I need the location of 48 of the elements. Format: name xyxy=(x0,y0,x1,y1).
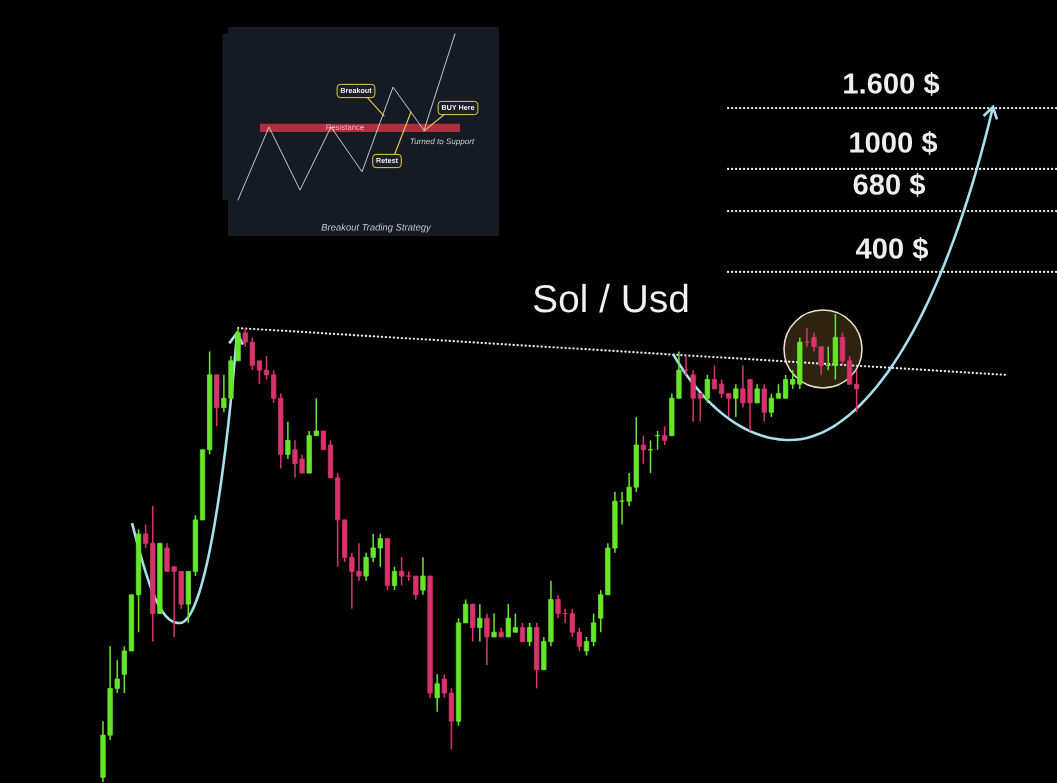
candlestick xyxy=(711,364,718,390)
candlestick xyxy=(505,603,511,638)
candlestick xyxy=(854,369,860,414)
text: 1.600 $ xyxy=(844,71,940,96)
candlestick xyxy=(590,612,597,648)
candlestick xyxy=(512,612,519,634)
candlestick xyxy=(640,434,646,465)
chart-title: Sol / Usd xyxy=(533,283,688,313)
candlestick xyxy=(121,645,127,694)
candlestick xyxy=(420,556,426,596)
candlestick xyxy=(726,392,732,418)
candlestick xyxy=(768,392,774,418)
annotation: Turned to Support xyxy=(410,138,475,146)
candlestick xyxy=(662,425,668,446)
candlestick xyxy=(846,355,853,385)
candlestick xyxy=(704,374,710,404)
candlestick xyxy=(399,556,405,587)
candlestick xyxy=(526,622,533,648)
candlestick xyxy=(491,612,497,638)
candlestick xyxy=(569,608,575,638)
candlestick xyxy=(434,673,440,713)
candlestick xyxy=(583,636,590,657)
candlestick xyxy=(555,594,561,619)
candlestick xyxy=(782,374,789,400)
candlestick xyxy=(519,622,526,643)
text: 680 $ xyxy=(853,172,926,197)
candlestick xyxy=(839,331,846,367)
candlestick xyxy=(271,369,277,404)
candlestick xyxy=(761,383,767,423)
text: Breakout Trading Strategy xyxy=(321,223,432,233)
candlestick xyxy=(256,360,263,385)
candlestick xyxy=(441,673,447,699)
candlestick xyxy=(320,430,327,451)
candlestick xyxy=(285,420,291,460)
text: 1000 $ xyxy=(850,130,938,155)
candlestick xyxy=(470,603,476,643)
candlestick xyxy=(391,565,398,591)
candlestick xyxy=(413,575,419,601)
candlestick xyxy=(484,612,490,666)
candlestick xyxy=(463,598,469,624)
candlestick xyxy=(718,378,725,400)
candlestick xyxy=(733,383,739,418)
candlestick xyxy=(477,603,483,643)
text: 400 $ xyxy=(855,236,929,261)
candlestick xyxy=(576,626,583,652)
candlestick xyxy=(406,570,412,582)
candlestick xyxy=(804,327,810,348)
candlestick xyxy=(754,383,760,404)
